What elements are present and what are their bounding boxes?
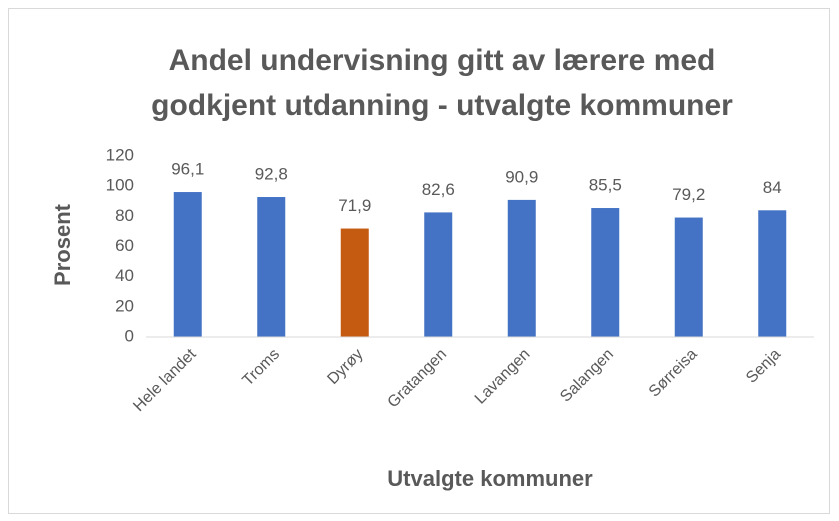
bar [507,199,536,337]
data-label: 92,8 [255,165,288,184]
bar [173,192,202,337]
y-tick-label: 80 [115,206,134,225]
y-axis-title: Prosent [50,203,75,286]
data-label: 79,2 [672,185,705,204]
bar [591,208,620,337]
data-label: 84 [763,178,782,197]
y-tick-label: 120 [106,145,134,164]
data-label: 85,5 [589,176,622,195]
data-label: 71,9 [338,196,371,215]
bar [674,217,703,337]
data-label: 96,1 [171,160,204,179]
chart-border [8,8,830,514]
y-tick-label: 60 [115,236,134,255]
bar [257,197,286,337]
y-tick-label: 40 [115,266,134,285]
x-axis-title: Utvalgte kommuner [387,466,593,491]
chart-title: Andel undervisning gitt av lærere med [169,44,716,77]
y-tick-label: 20 [115,296,134,315]
y-tick-label: 0 [125,326,134,345]
y-tick-label: 100 [106,176,134,195]
bar [758,210,787,337]
bar [424,212,453,337]
bar [340,228,369,337]
data-label: 90,9 [505,167,538,186]
chart-title: godkjent utdanning - utvalgte kommuner [151,89,733,122]
data-label: 82,6 [422,180,455,199]
